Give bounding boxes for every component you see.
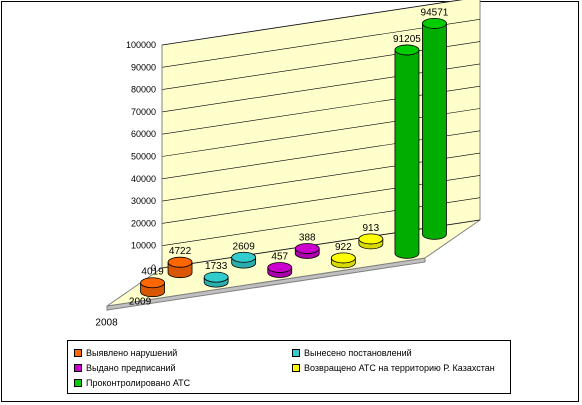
chart-bars — [140, 18, 447, 298]
data-label: 457 — [271, 252, 288, 263]
bar-2008-4 — [394, 44, 420, 259]
legend-label: Возвращено АТС на территорию Р. Казахста… — [304, 363, 495, 373]
depth-label-2008: 2008 — [95, 318, 118, 329]
y-tick-label: 90000 — [131, 62, 156, 72]
bar-top — [394, 44, 420, 56]
y-tick-label: 30000 — [131, 196, 156, 206]
bar-top — [330, 252, 356, 264]
bar-2009-3 — [358, 233, 384, 250]
legend-label: Вынесено постановлений — [304, 348, 412, 358]
data-label: 91205 — [393, 34, 421, 45]
gridline — [161, 0, 463, 46]
y-tick-label: 80000 — [131, 85, 156, 95]
legend-swatch — [74, 349, 82, 357]
bar-2009-0 — [167, 256, 193, 279]
legend-swatch — [292, 364, 300, 372]
y-tick-label: 40000 — [131, 174, 156, 184]
legend-swatch — [292, 349, 300, 357]
y-tick-label: 10000 — [131, 241, 156, 251]
data-label: 1733 — [205, 261, 228, 272]
legend-item-violations: Выявлено нарушений — [74, 347, 177, 359]
data-label: 4722 — [169, 246, 192, 257]
data-label: 2609 — [233, 241, 256, 252]
bar-top — [203, 271, 229, 283]
depth-axis-labels: 2009 2008 — [95, 297, 151, 329]
legend-item-controlled: Проконтролировано АТС — [74, 377, 190, 389]
bar-body — [394, 49, 420, 259]
legend-label: Выявлено нарушений — [86, 348, 178, 358]
y-tick-label: 0 — [151, 263, 156, 273]
y-tick-label: 70000 — [131, 107, 156, 117]
legend-item-orders: Выдано предписаний — [74, 362, 176, 374]
bar-top — [422, 18, 447, 29]
legend-item-returned: Возвращено АТС на территорию Р. Казахста… — [292, 362, 495, 374]
y-tick-label: 100000 — [126, 40, 156, 50]
data-label: 388 — [299, 233, 316, 244]
depth-label-2009: 2009 — [129, 297, 152, 308]
bar-2008-1 — [203, 271, 229, 288]
data-labels: 4722 2609 388 913 94571 4019 1733 457 922 91205 — [141, 7, 448, 277]
chart-legend: Выявлено нарушений Вынесено постановлени… — [67, 340, 511, 394]
bar-top — [358, 233, 384, 245]
y-tick-label: 20000 — [131, 218, 156, 228]
y-axis-ticks: 0 10000 20000 30000 40000 50000 60000 70000 8000… — [126, 40, 156, 273]
data-label: 94571 — [421, 7, 449, 18]
bar-2008-3 — [330, 252, 356, 269]
legend-swatch — [74, 364, 82, 372]
legend-item-resolutions: Вынесено постановлений — [292, 347, 412, 359]
bar-2009-2 — [294, 243, 320, 259]
data-label: 4019 — [141, 267, 164, 278]
bar-top — [167, 256, 193, 268]
legend-swatch — [74, 379, 82, 387]
bar-2008-2 — [267, 262, 293, 278]
y-tick-label: 50000 — [131, 152, 156, 162]
bar-top — [140, 277, 165, 289]
bar-top — [294, 243, 320, 254]
data-label: 922 — [335, 242, 352, 253]
y-tick-label: 60000 — [131, 129, 156, 139]
bar-2008-0 — [140, 277, 165, 298]
legend-label: Проконтролировано АТС — [86, 378, 191, 388]
bar-top — [267, 262, 293, 273]
bar-2009-4 — [422, 18, 447, 240]
bar-2009-1 — [231, 251, 257, 269]
bar-top — [231, 251, 257, 263]
data-label: 913 — [363, 223, 380, 234]
bar-body — [422, 23, 447, 240]
legend-label: Выдано предписаний — [86, 363, 176, 373]
